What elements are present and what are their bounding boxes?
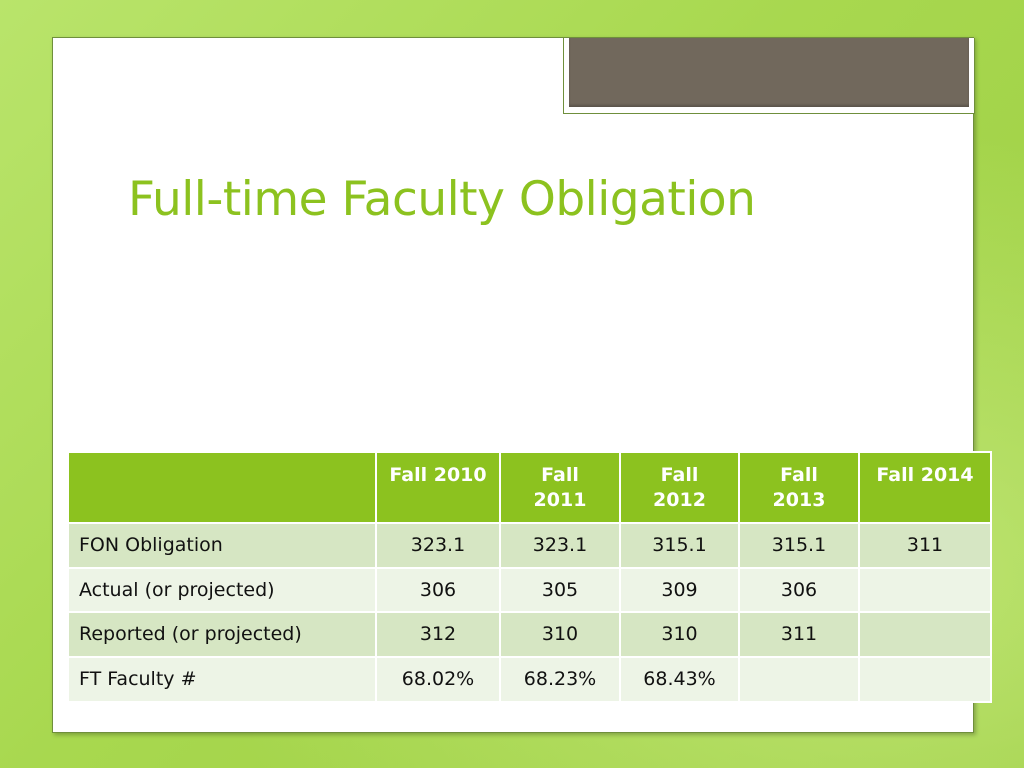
table-cell: 311 (738, 611, 860, 659)
table-cell: 68.02% (375, 656, 501, 703)
row-label: FT Faculty # (67, 656, 377, 703)
table-cell: 315.1 (619, 522, 740, 569)
table-row: Reported (or projected) 312 310 310 311 (67, 611, 992, 659)
table-cell (858, 656, 992, 703)
fon-table: Fall 2010 Fall 2011 Fall 2012 Fall 2013 … (67, 451, 992, 703)
table-cell (858, 611, 992, 659)
row-label: Actual (or projected) (67, 566, 377, 614)
table-cell: 312 (375, 611, 501, 659)
header-cell-empty (67, 451, 377, 524)
table-row: FON Obligation 323.1 323.1 315.1 315.1 3… (67, 522, 992, 569)
table-cell: 315.1 (738, 522, 860, 569)
header-cell-fall-2010: Fall 2010 (375, 451, 501, 524)
table-row: Actual (or projected) 306 305 309 306 (67, 566, 992, 614)
row-label: Reported (or projected) (67, 611, 377, 659)
table-cell (738, 656, 860, 703)
header-cell-fall-2013: Fall 2013 (738, 451, 860, 524)
table-cell: 306 (375, 566, 501, 614)
header-tab-fill (569, 38, 969, 107)
header-cell-fall-2014: Fall 2014 (858, 451, 992, 524)
table-header-row: Fall 2010 Fall 2011 Fall 2012 Fall 2013 … (67, 451, 992, 524)
table-cell: 68.43% (619, 656, 740, 703)
header-word: Fall 2011 (533, 464, 587, 511)
table-row: FT Faculty # 68.02% 68.23% 68.43% (67, 656, 992, 703)
table-cell: 310 (619, 611, 740, 659)
header-word: Fall 2013 (772, 464, 826, 511)
table-cell: 323.1 (499, 522, 621, 569)
table-cell: 310 (499, 611, 621, 659)
table-cell: 309 (619, 566, 740, 614)
row-label: FON Obligation (67, 522, 377, 569)
table-cell: 323.1 (375, 522, 501, 569)
table-cell (858, 566, 992, 614)
header-word: Fall 2012 (653, 464, 706, 511)
table-cell: 306 (738, 566, 860, 614)
table-cell: 311 (858, 522, 992, 569)
header-tab-frame (563, 38, 975, 114)
table-cell: 68.23% (499, 656, 621, 703)
header-cell-fall-2011: Fall 2011 (499, 451, 621, 524)
table-cell: 305 (499, 566, 621, 614)
header-cell-fall-2012: Fall 2012 (619, 451, 740, 524)
slide-title: Full-time Faculty Obligation (128, 172, 756, 227)
